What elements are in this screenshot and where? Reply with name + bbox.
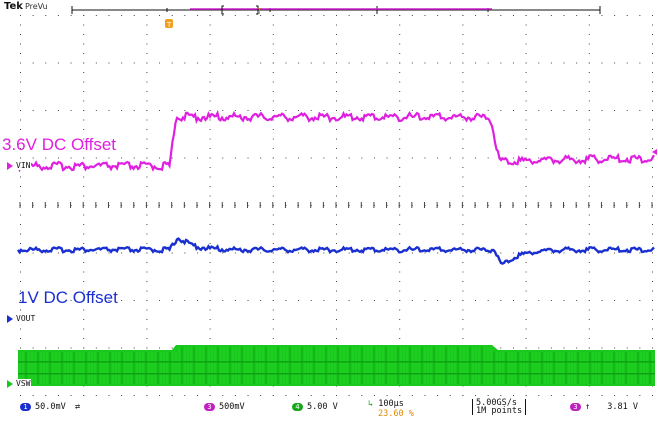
record-view-bar: T [71, 5, 601, 16]
ch1-badge: 1 [20, 402, 31, 411]
timebase-readout[interactable]: ↳ 100µs 23.60 % [368, 399, 414, 419]
vsw-waveform [18, 345, 655, 386]
timebase-icon: ↳ [368, 399, 374, 409]
trigger-position-readout: 23.60 % [378, 409, 414, 419]
vout-channel-marker[interactable]: VOUT [7, 314, 37, 323]
vsw-marker-icon [7, 379, 13, 388]
vin-offscreen-marker [652, 149, 657, 155]
scope-header: Tek PreVu [4, 1, 48, 12]
vout-waveform [16, 237, 655, 265]
vout-marker-icon [7, 314, 13, 323]
vin-channel-marker[interactable]: VIN [7, 161, 32, 170]
vin-waveform [16, 109, 655, 173]
trigger-source-badge: 3 [570, 402, 581, 411]
ch3-scale-readout[interactable]: 3 500mV [204, 402, 245, 412]
trigger-marker-top: T [256, 7, 262, 16]
vin-marker-icon [7, 161, 13, 170]
record-length: 1M points [476, 406, 523, 416]
trigger-readout[interactable]: 3 ↑ 3.81 V [570, 402, 638, 412]
brand-logo: Tek [4, 1, 23, 12]
vsw-switching-band [18, 345, 655, 386]
ch4-scale-readout[interactable]: 4 5.00 V [292, 402, 338, 412]
trigger-position-icon[interactable]: T [165, 19, 173, 29]
coupling-icon: ⇄ [74, 402, 80, 412]
acquisition-readout[interactable]: 5.00GS/s 1M points [472, 398, 527, 416]
ch3-badge: 3 [204, 402, 215, 411]
ch4-badge: 4 [292, 402, 303, 411]
graticule [19, 15, 653, 396]
trigger-level: 3.81 V [607, 402, 638, 412]
offset-label-top: 3.6V DC Offset [2, 135, 117, 154]
sample-rate: 5.00GS/s [476, 398, 517, 408]
vsw-channel-marker[interactable]: VSW [7, 379, 32, 388]
vout-trace [16, 237, 655, 265]
acquisition-mode: PreVu [24, 2, 48, 11]
trigger-slope-icon: ↑ [585, 402, 591, 412]
vin-trace [16, 109, 655, 173]
status-bar: 1 50.0mV ⇄ 3 500mV 4 5.00 V ↳ 100µs 23.60 %… [0, 398, 658, 419]
offset-label-bottom: 1V DC Offset [18, 288, 118, 307]
ch1-scale-readout[interactable]: 1 50.0mV ⇄ [20, 402, 80, 412]
svg-text:T: T [166, 21, 172, 29]
